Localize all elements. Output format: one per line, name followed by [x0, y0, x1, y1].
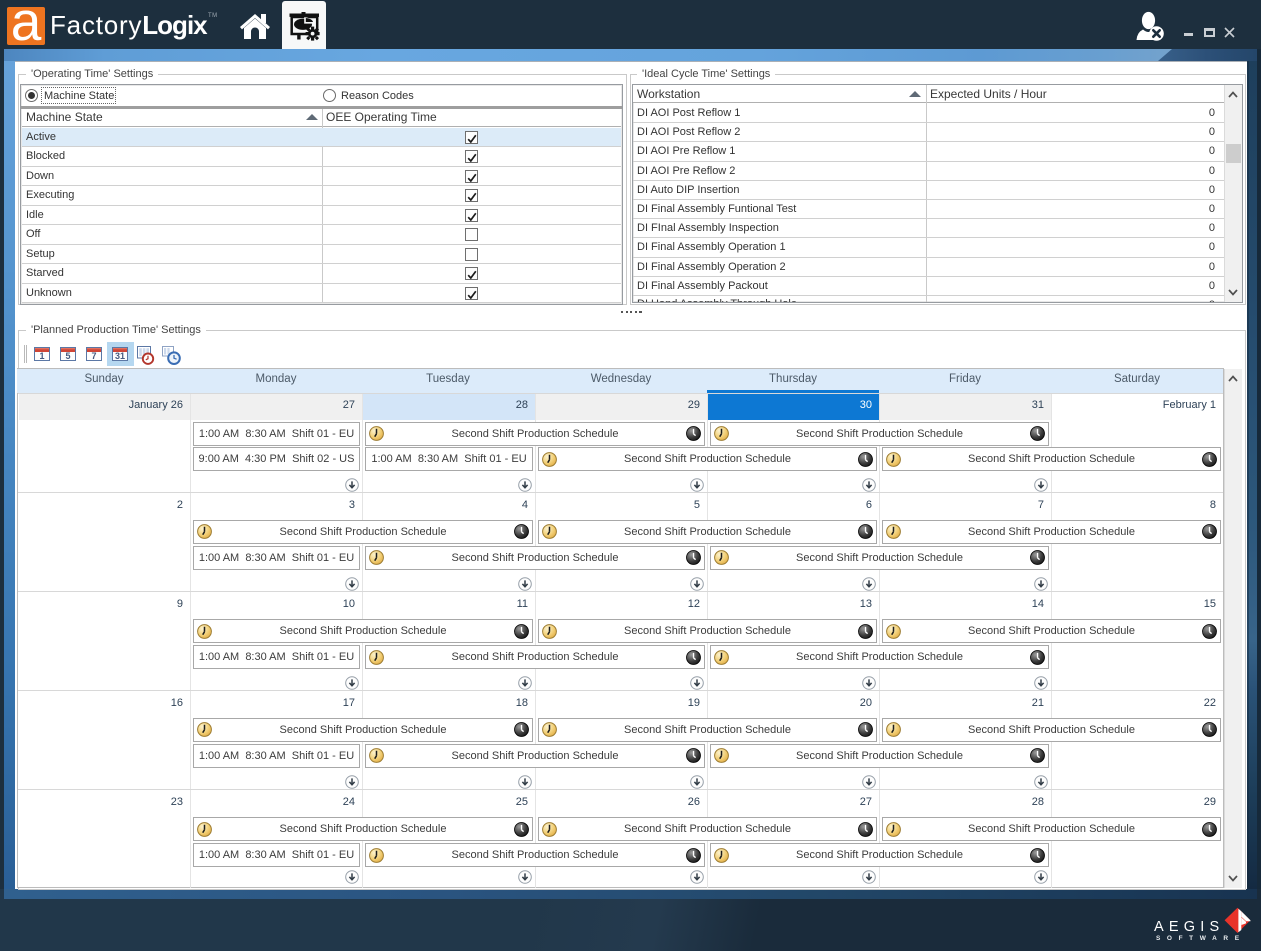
svg-text:7: 7 [91, 351, 96, 361]
svg-text:5: 5 [65, 351, 70, 361]
svg-text:31: 31 [115, 351, 125, 361]
svg-text:1: 1 [39, 351, 44, 361]
